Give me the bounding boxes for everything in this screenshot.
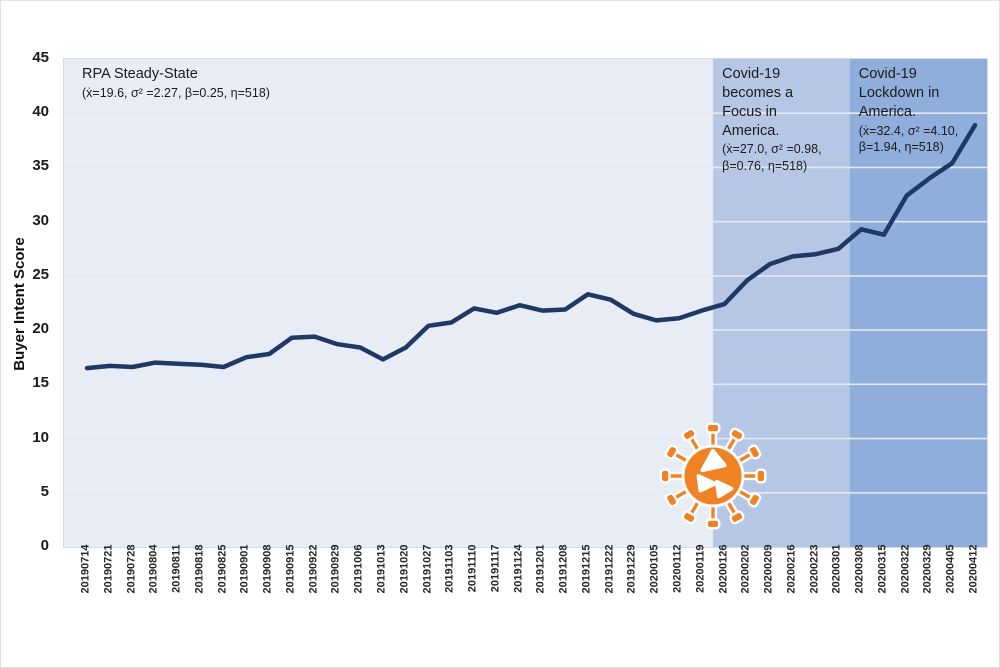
y-tick-label: 35: [32, 157, 49, 175]
coronavirus-triangle: [715, 479, 734, 499]
x-tick-label: 20200112: [671, 544, 684, 593]
y-tick-label: 30: [32, 211, 49, 229]
x-tick-label: 20191229: [625, 544, 638, 594]
x-tick-label: 20190728: [125, 544, 138, 594]
y-tick-label: 0: [40, 537, 49, 554]
x-tick-label: 20190811: [170, 544, 183, 593]
plot-area: RPA Steady-State (ẋ=19.6, σ² =2.27, β=0.2…: [63, 58, 988, 548]
region-stats: (ẋ=19.6, σ² =2.27, β=0.25, η=518): [82, 85, 270, 100]
coronavirus-icon: [659, 422, 767, 530]
data-line: [84, 122, 978, 371]
coronavirus-triangle: [696, 474, 718, 493]
x-tick-label: 20191215: [580, 544, 593, 594]
y-tick-label: 15: [32, 374, 49, 392]
x-tick-label: 20200301: [830, 544, 843, 594]
x-tick-label: 20200308: [853, 544, 866, 594]
x-tick-label: 20190721: [102, 544, 115, 594]
x-tick-label: 20191013: [375, 544, 388, 594]
x-tick-label: 20190915: [284, 544, 297, 594]
x-tick-label: 20191208: [557, 544, 570, 594]
x-tick-label: 20191027: [421, 544, 434, 594]
x-tick-label: 20191201: [534, 544, 547, 594]
x-tick-label: 20200322: [899, 544, 912, 594]
x-tick-label: 20200223: [808, 544, 821, 594]
y-axis-title: Buyer Intent Score: [11, 237, 28, 371]
coronavirus-triangle: [700, 448, 727, 473]
region-title: Covid-19 becomes a Focus in America.: [722, 66, 794, 139]
region-stats: (ẋ=32.4, σ² =4.10, β=1.94, η=518): [858, 123, 959, 154]
y-tick-label: 40: [32, 103, 49, 121]
x-tick-label: 20191110: [466, 544, 479, 593]
x-tick-label: 20190922: [307, 544, 320, 594]
region-label: RPA Steady-State (ẋ=19.6, σ² =2.27, β=0.2…: [82, 65, 270, 101]
x-tick-label: 20190901: [238, 544, 251, 594]
region-title: Covid-19 Lockdown in America.: [858, 66, 940, 120]
x-tick-label: 20200412: [967, 544, 980, 594]
x-tick-label: 20190804: [147, 544, 160, 594]
x-tick-label: 20191020: [398, 544, 411, 594]
x-tick-label: 20190908: [261, 544, 274, 594]
x-tick-label: 20190818: [193, 544, 206, 594]
y-tick-label: 45: [32, 49, 49, 66]
x-tick-label: 20200209: [762, 544, 775, 594]
region-title: RPA Steady-State: [82, 66, 198, 82]
region-label: Covid-19 Lockdown in America. (ẋ=32.4, σ²…: [859, 65, 987, 155]
x-tick-label: 20191117: [489, 544, 502, 593]
x-tick-label: 20191124: [512, 544, 525, 593]
x-tick-label: 20200315: [876, 544, 889, 594]
x-tick-label: 20191006: [352, 544, 365, 594]
x-tick-label: 20191103: [443, 544, 456, 593]
x-tick-label: 20200119: [694, 544, 707, 593]
y-tick-label: 5: [40, 482, 49, 500]
y-tick-label: 20: [32, 320, 49, 338]
y-tick-label: 10: [32, 428, 49, 446]
x-tick-label: 20190825: [216, 544, 229, 594]
x-tick-label: 20190714: [79, 544, 92, 594]
x-tick-label: 20200202: [739, 544, 752, 594]
region-label: Covid-19 becomes a Focus in America. (ẋ=2…: [722, 65, 852, 174]
y-tick-label: 25: [32, 265, 49, 283]
x-tick-label: 20200405: [944, 544, 957, 594]
x-tick-label: 20200126: [717, 544, 730, 594]
x-tick-label: 20191222: [603, 544, 616, 594]
x-tick-label: 20200216: [785, 544, 798, 594]
x-tick-label: 20200105: [648, 544, 661, 594]
region-stats: (ẋ=27.0, σ² =0.98, β=0.76, η=518): [722, 142, 822, 173]
x-tick-label: 20190929: [329, 544, 342, 594]
x-tick-label: 20200329: [921, 544, 934, 594]
